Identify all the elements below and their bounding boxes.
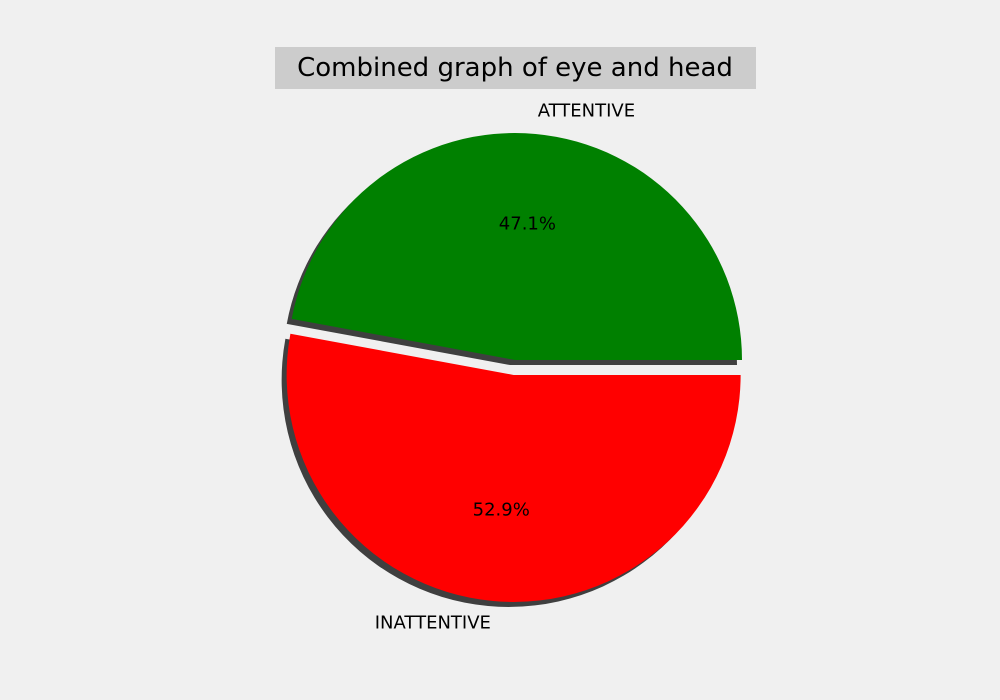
pie-slice-attentive bbox=[291, 133, 742, 360]
pie-labels: ATTENTIVE 47.1% INATTENTIVE 52.9% bbox=[375, 100, 635, 633]
chart-title: Combined graph of eye and head bbox=[297, 53, 733, 83]
slice-label-attentive: ATTENTIVE bbox=[538, 100, 635, 121]
slice-percent-attentive: 47.1% bbox=[499, 213, 556, 234]
pie-slice-inattentive bbox=[286, 333, 741, 602]
slice-label-inattentive: INATTENTIVE bbox=[375, 613, 491, 634]
chart-title-box bbox=[275, 47, 756, 89]
pie-slices bbox=[286, 133, 742, 602]
slice-percent-inattentive: 52.9% bbox=[473, 500, 530, 521]
